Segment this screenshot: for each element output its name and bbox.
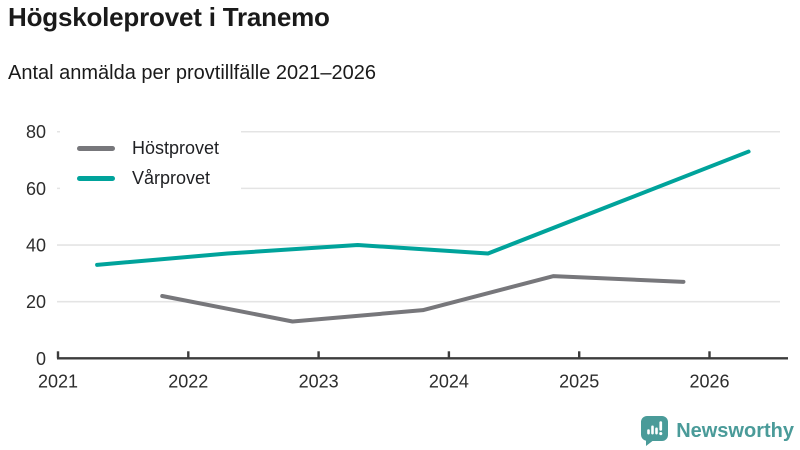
legend-swatch-hostprovet (77, 145, 115, 151)
y-axis-tick-label: 0 (36, 349, 46, 369)
series-line-höstprovet (160, 274, 686, 324)
legend-label-varprovet: Vårprovet (132, 168, 211, 188)
x-axis-tick-label: 2023 (299, 371, 339, 391)
x-axis-tick-label: 2026 (689, 371, 729, 391)
legend-item-varprovet: Vårprovet (77, 169, 219, 187)
x-axis-tick-label: 2025 (559, 371, 599, 391)
x-axis-tick-label: 2022 (168, 371, 208, 391)
y-axis-tick-label: 20 (26, 292, 46, 312)
legend-swatch-varprovet (77, 175, 115, 181)
y-axis-tick-label: 40 (26, 236, 46, 256)
series-line-vårprovet (95, 149, 751, 267)
chart-subtitle: Antal anmälda per provtillfälle 2021–202… (8, 62, 377, 84)
x-axis-tick-label: 2024 (429, 371, 469, 391)
legend-label-hostprovet: Höstprovet (132, 138, 220, 158)
x-axis-tick-label: 2021 (38, 371, 78, 391)
y-axis-tick-label: 80 (26, 122, 46, 142)
y-axis-tick-label: 60 (26, 179, 46, 199)
newsworthy-wordmark: Newsworthy (676, 419, 794, 442)
newsworthy-logo-icon (641, 416, 669, 446)
legend-item-hostprovet: Höstprovet (77, 139, 219, 157)
chart-legend: Höstprovet Vårprovet (60, 131, 242, 197)
chart-title: Högskoleprovet i Tranemo (8, 2, 330, 32)
newsworthy-brand: Newsworthy (640, 415, 794, 446)
